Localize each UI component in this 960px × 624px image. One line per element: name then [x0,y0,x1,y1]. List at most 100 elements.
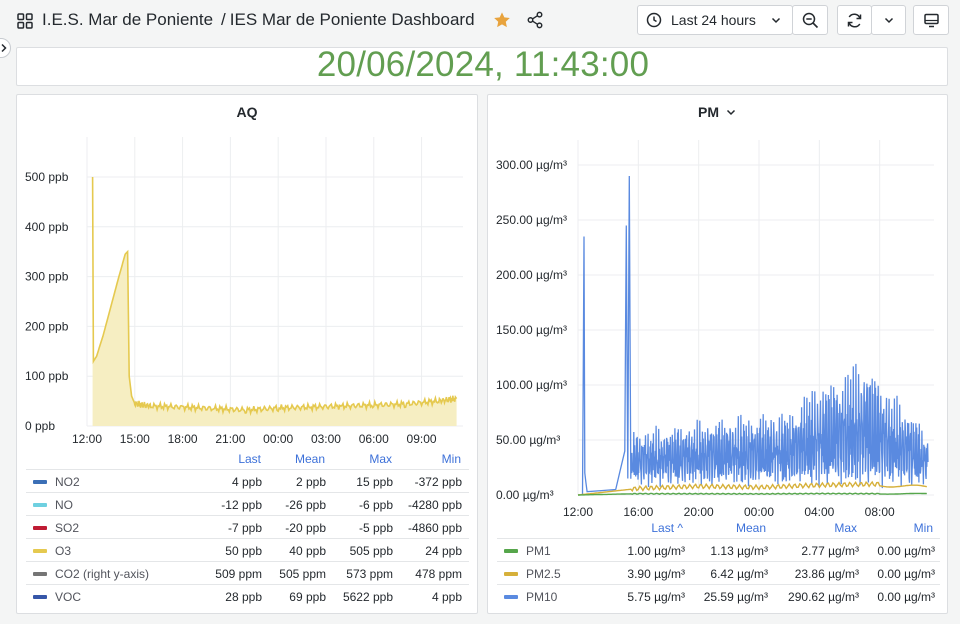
legend-value-min: 478 ppm [415,567,462,581]
legend-value-max: -6 ppb [358,498,393,512]
legend-row[interactable]: NO -12 ppb -26 ppb -6 ppb -4280 ppb [26,492,469,515]
legend-header-1[interactable]: Mean [735,521,766,535]
legend-header-0[interactable]: Last [238,452,261,466]
legend-swatch [33,572,47,576]
clock-icon [646,12,662,28]
legend-value-mean: 40 ppb [289,544,326,558]
legend-value-min: 0.00 µg/m³ [877,544,935,558]
legend-value-mean: -20 ppb [285,521,326,535]
aq-o3-line [91,176,458,417]
pm-y-tick: 150.00 µg/m³ [496,323,567,337]
aq-x-tick: 09:00 [407,432,437,446]
legend-value-last: 4 ppb [231,475,262,489]
legend-header-3[interactable]: Min [441,452,461,466]
time-range-picker[interactable]: Last 24 hours [637,5,793,35]
legend-header-2[interactable]: Max [834,521,857,535]
clock-text: 20/06/2024, 11:43:00 [316,45,650,84]
aq-x-tick: 00:00 [263,432,293,446]
aq-legend: Last Mean Max Min NO2 4 ppb 2 ppb 15 ppb -372 pp… [17,450,477,615]
refresh-interval-dropdown[interactable] [871,5,906,35]
pm-x-tick: 16:00 [623,505,653,519]
legend-row[interactable]: O3 50 ppb 40 ppb 505 ppb 24 ppb [26,538,469,561]
legend-header-2[interactable]: Max [369,452,392,466]
legend-row[interactable]: CO2 (right y-axis) 509 ppm 505 ppm 573 ppm 4… [26,561,469,584]
aq-x-tick: 15:00 [120,432,150,446]
kiosk-mode-button[interactable] [913,5,949,35]
aq-panel-title[interactable]: AQ [236,104,258,120]
legend-series-name: PM2.5 [526,567,561,581]
legend-value-mean: 25.59 µg/m³ [703,590,768,604]
legend-series-name: VOC [55,590,82,604]
pm-x-tick: 12:00 [563,505,593,519]
legend-swatch [33,503,47,507]
pm-panel[interactable]: PM 300.00 µg/m³ 250.00 µg/m³ 200.00 µg/m³ 1… [487,94,948,614]
legend-value-max: 2.77 µg/m³ [801,544,859,558]
chevron-right-icon [1,43,7,53]
legend-row[interactable]: PM1 1.00 µg/m³ 1.13 µg/m³ 2.77 µg/m³ 0.00 µg… [497,538,940,561]
legend-row[interactable]: NO2 4 ppb 2 ppb 15 ppb -372 ppb [26,469,469,492]
legend-header-3[interactable]: Min [913,521,933,535]
aq-y-tick: 400 ppb [25,220,69,234]
aq-y-tick: 300 ppb [25,270,69,284]
aq-chart[interactable]: 500 ppb 400 ppb 300 ppb 200 ppb 100 ppb 0 ppb… [17,95,477,460]
legend-header-1[interactable]: Mean [294,452,325,466]
top-bar: I.E.S. Mar de Poniente / IES Mar de Ponien… [0,0,960,44]
refresh-button[interactable] [837,5,872,35]
legend-swatch [33,480,47,484]
pm-chart[interactable]: 300.00 µg/m³ 250.00 µg/m³ 200.00 µg/m³ 150.… [488,95,947,525]
legend-value-max: 290.62 µg/m³ [788,590,859,604]
pm-x-tick: 00:00 [744,505,774,519]
legend-value-last: 1.00 µg/m³ [627,544,685,558]
pm-y-tick: 300.00 µg/m³ [496,158,567,172]
clock-panel: 20/06/2024, 11:43:00 [16,45,948,86]
legend-value-min: -372 ppb [414,475,462,489]
pm-x-tick: 20:00 [684,505,714,519]
pm-pm1-line [578,492,927,496]
pm-y-tick: 200.00 µg/m³ [496,268,567,282]
legend-value-max: -5 ppb [358,521,393,535]
aq-o3-area [92,177,457,426]
legend-value-max: 5622 ppb [342,590,393,604]
star-icon[interactable] [493,11,511,29]
dashboard-title[interactable]: IES Mar de Poniente Dashboard [229,10,475,29]
apps-grid-icon[interactable] [17,13,33,29]
legend-value-last: -7 ppb [227,521,262,535]
legend-header-0[interactable]: Last ^ [651,521,683,535]
legend-series-name: O3 [55,544,72,558]
legend-value-mean: 505 ppm [279,567,326,581]
legend-row[interactable]: VOC 28 ppb 69 ppb 5622 ppb 4 ppb [26,584,469,607]
aq-y-tick: 0 ppb [25,419,55,433]
legend-value-mean: 69 ppb [289,590,326,604]
legend-row[interactable]: SO2 -7 ppb -20 ppb -5 ppb -4860 ppb [26,515,469,538]
share-icon[interactable] [526,11,544,29]
chevron-down-icon [726,109,735,116]
pm-y-tick: 0.00 µg/m³ [496,488,554,502]
aq-panel[interactable]: AQ 500 ppb 400 ppb 300 ppb 200 ppb 100 ppb 0 … [16,94,478,614]
zoom-out-button[interactable] [792,5,828,35]
legend-series-name: NO2 [55,475,80,489]
pm-panel-title[interactable]: PM [488,104,947,120]
aq-y-tick: 500 ppb [25,170,69,184]
legend-value-last: -12 ppb [221,498,262,512]
legend-value-mean: 1.13 µg/m³ [710,544,768,558]
legend-series-name: PM10 [526,590,558,604]
legend-swatch [33,595,47,599]
legend-row[interactable]: PM10 5.75 µg/m³ 25.59 µg/m³ 290.62 µg/m³ 0.0… [497,584,940,607]
legend-value-min: 24 ppb [425,544,462,558]
legend-swatch [33,549,47,553]
legend-value-last: 509 ppm [215,567,262,581]
legend-value-mean: 2 ppb [295,475,326,489]
legend-value-max: 23.86 µg/m³ [794,567,859,581]
aq-y-tick: 100 ppb [25,369,69,383]
zoom-out-icon [802,12,818,28]
sidebar-toggle[interactable] [0,38,11,58]
legend-value-max: 15 ppb [356,475,393,489]
pm-pm25-line [577,480,927,496]
legend-value-mean: 6.42 µg/m³ [710,567,768,581]
legend-swatch [33,526,47,530]
aq-x-tick: 21:00 [215,432,245,446]
legend-value-min: -4280 ppb [407,498,462,512]
breadcrumb-folder[interactable]: I.E.S. Mar de Poniente [42,10,214,29]
pm-legend: Last ^ Mean Max Min PM1 1.00 µg/m³ 1.13 µg/m³ 2… [488,519,947,614]
legend-row[interactable]: PM2.5 3.90 µg/m³ 6.42 µg/m³ 23.86 µg/m³ 0.00… [497,561,940,584]
